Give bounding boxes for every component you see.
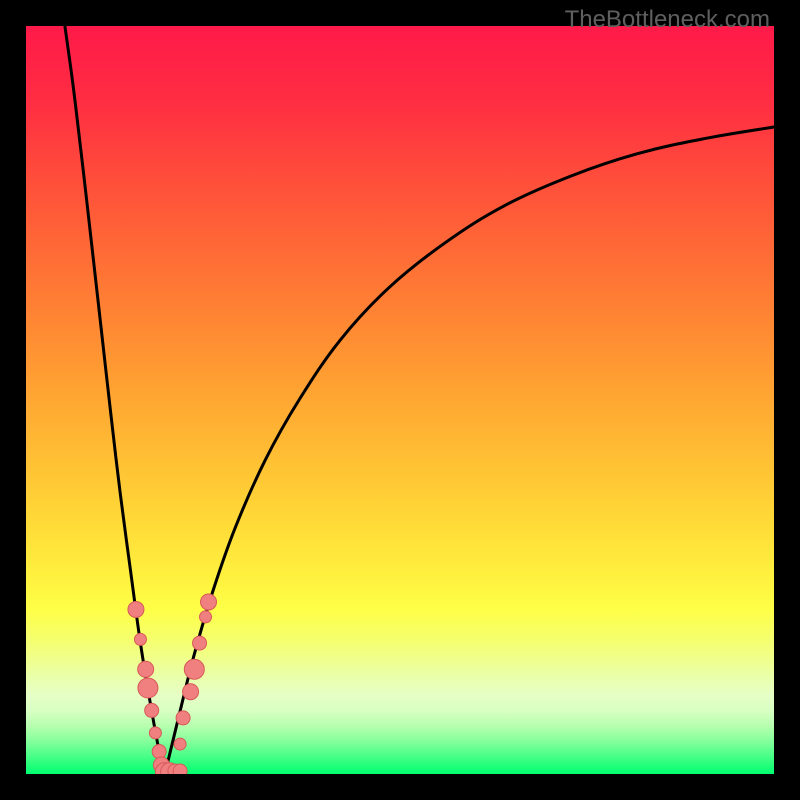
data-marker <box>149 727 161 739</box>
data-marker <box>176 711 190 725</box>
watermark-text: TheBottleneck.com <box>565 6 770 34</box>
data-marker <box>200 611 212 623</box>
data-marker <box>138 661 154 677</box>
data-marker <box>145 703 159 717</box>
data-marker <box>128 601 144 617</box>
data-marker <box>173 764 187 774</box>
data-marker <box>152 745 166 759</box>
plot-area <box>26 26 774 774</box>
curves-layer <box>26 26 774 774</box>
data-marker <box>138 678 158 698</box>
data-marker <box>183 684 199 700</box>
data-marker <box>201 594 217 610</box>
data-marker <box>184 659 204 679</box>
chart-root: TheBottleneck.com <box>0 0 800 800</box>
data-marker <box>174 738 186 750</box>
data-marker <box>134 633 146 645</box>
data-marker <box>193 636 207 650</box>
right-curve <box>164 127 774 774</box>
